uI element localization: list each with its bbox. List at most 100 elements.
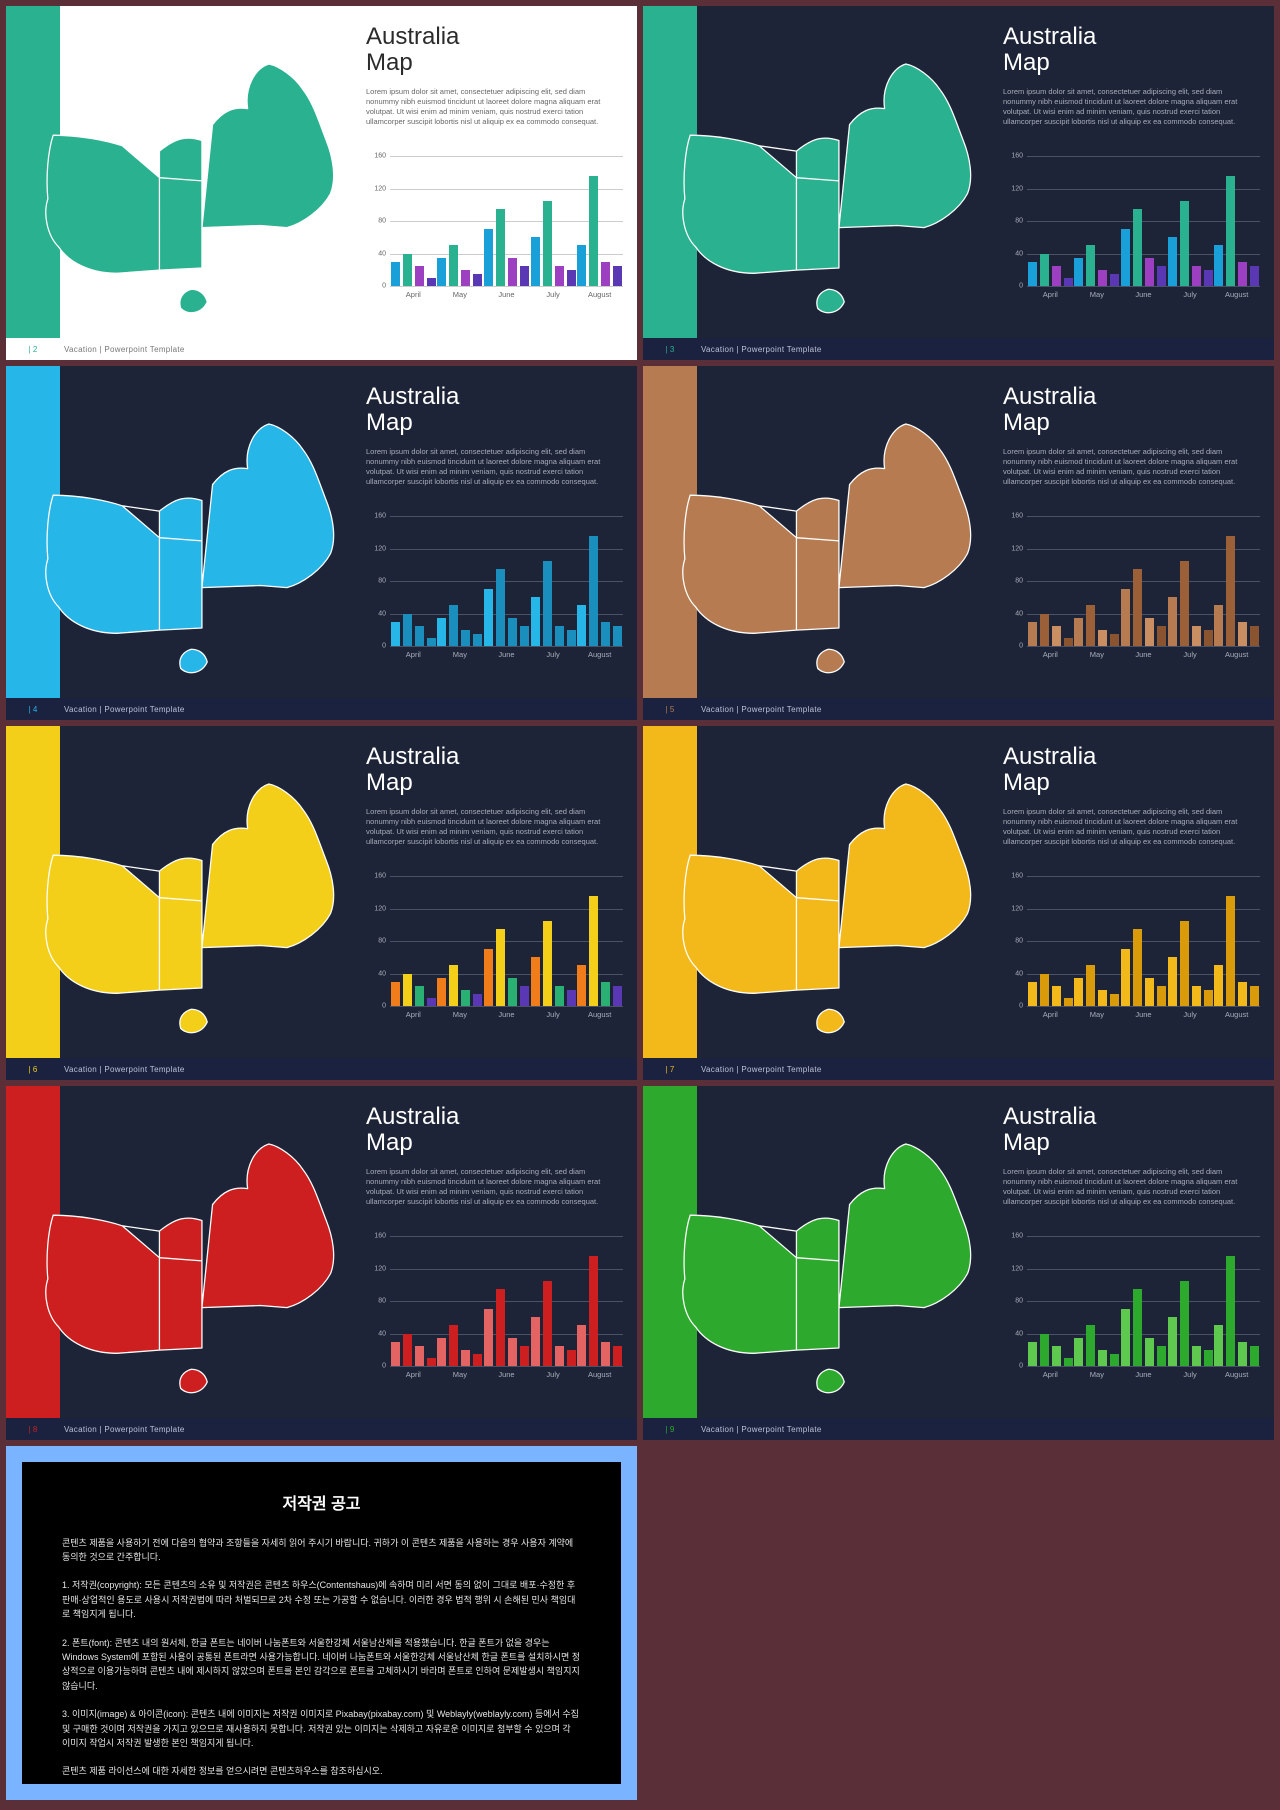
page-number: | 3	[643, 345, 697, 354]
bar-chart: 16012080400 AprilMayJuneJulyAugust	[1003, 516, 1260, 676]
bar	[1110, 634, 1119, 646]
bar	[1226, 896, 1235, 1006]
bar	[1250, 1346, 1259, 1366]
x-axis-label: July	[1167, 1010, 1214, 1019]
slide: AustraliaMap Lorem ipsum dolor sit amet,…	[6, 1086, 637, 1440]
month-group	[1074, 156, 1121, 286]
bar	[531, 237, 540, 286]
bar-chart: 16012080400 AprilMayJuneJulyAugust	[1003, 156, 1260, 316]
x-axis-label: May	[437, 650, 484, 659]
bar	[1098, 630, 1107, 646]
bar	[427, 278, 436, 286]
x-axis-label: May	[1074, 1370, 1121, 1379]
bar	[391, 982, 400, 1006]
bar	[613, 986, 622, 1006]
slide-footer: | 6 Vacation | Powerpoint Template	[6, 1058, 637, 1080]
bar	[1098, 990, 1107, 1006]
bar	[1052, 266, 1061, 286]
x-axis-label: April	[1027, 1370, 1074, 1379]
slide-title: AustraliaMap	[366, 1104, 625, 1157]
x-axis-label: June	[483, 290, 530, 299]
australia-map	[643, 726, 1003, 1080]
bar	[1180, 1281, 1189, 1366]
bar	[1204, 630, 1213, 646]
bar	[1052, 1346, 1061, 1366]
slide-footer: | 3 Vacation | Powerpoint Template	[643, 338, 1274, 360]
australia-map	[6, 366, 366, 720]
bar	[1226, 536, 1235, 646]
x-axis-label: July	[530, 1370, 577, 1379]
slide-body: Lorem ipsum dolor sit amet, consectetuer…	[1003, 87, 1253, 128]
slide-body: Lorem ipsum dolor sit amet, consectetuer…	[366, 1167, 616, 1208]
x-axis-label: July	[1167, 290, 1214, 299]
month-group	[576, 516, 623, 646]
slide-title: AustraliaMap	[366, 384, 625, 437]
month-group	[390, 1236, 437, 1366]
month-group	[390, 156, 437, 286]
bar	[589, 896, 598, 1006]
bar	[473, 1354, 482, 1366]
bar	[567, 630, 576, 646]
bar	[1238, 622, 1247, 646]
bar	[484, 589, 493, 646]
slide-title: AustraliaMap	[1003, 744, 1262, 797]
x-axis-label: April	[1027, 290, 1074, 299]
bar	[415, 626, 424, 646]
bar	[601, 262, 610, 286]
bar	[1238, 262, 1247, 286]
month-group	[1120, 876, 1167, 1006]
bar	[1214, 245, 1223, 286]
bar	[508, 978, 517, 1006]
bar	[555, 626, 564, 646]
page-number: | 5	[643, 705, 697, 714]
bar	[1121, 1309, 1130, 1366]
month-group	[530, 876, 577, 1006]
bar	[520, 1346, 529, 1366]
footer-text: Vacation | Powerpoint Template	[697, 1065, 822, 1074]
month-group	[530, 1236, 577, 1366]
bar	[496, 1289, 505, 1366]
bar	[1086, 965, 1095, 1006]
bar	[1064, 638, 1073, 646]
bar	[1204, 1350, 1213, 1366]
x-axis-label: July	[1167, 1370, 1214, 1379]
bar	[1028, 1342, 1037, 1366]
month-group	[1027, 876, 1074, 1006]
bar	[1052, 626, 1061, 646]
bar	[1204, 270, 1213, 286]
x-axis-label: June	[483, 1010, 530, 1019]
bar	[496, 209, 505, 286]
bar	[613, 626, 622, 646]
month-group	[437, 516, 484, 646]
bar	[473, 634, 482, 646]
bar	[1121, 589, 1130, 646]
bar	[496, 569, 505, 646]
month-group	[1167, 876, 1214, 1006]
x-axis-label: June	[1120, 1010, 1167, 1019]
bar	[1040, 1334, 1049, 1367]
bar	[1028, 262, 1037, 286]
month-group	[483, 516, 530, 646]
bar	[543, 921, 552, 1006]
bar	[531, 957, 540, 1006]
bar	[508, 258, 517, 286]
slide-title: AustraliaMap	[1003, 384, 1262, 437]
month-group	[1027, 156, 1074, 286]
copyright-paragraph: 1. 저작권(copyright): 모든 콘텐츠의 소유 및 저작권은 콘텐츠…	[62, 1578, 581, 1621]
bar	[1110, 1354, 1119, 1366]
bar	[449, 965, 458, 1006]
bar	[403, 974, 412, 1007]
month-group	[483, 1236, 530, 1366]
month-group	[483, 156, 530, 286]
x-axis-label: April	[1027, 650, 1074, 659]
bar	[1040, 254, 1049, 287]
slide: AustraliaMap Lorem ipsum dolor sit amet,…	[6, 6, 637, 360]
x-axis-label: April	[390, 1010, 437, 1019]
bar	[437, 618, 446, 646]
bar	[555, 266, 564, 286]
month-group	[1167, 1236, 1214, 1366]
bar	[1226, 1256, 1235, 1366]
slide: AustraliaMap Lorem ipsum dolor sit amet,…	[6, 366, 637, 720]
bar	[461, 630, 470, 646]
footer-text: Vacation | Powerpoint Template	[697, 345, 822, 354]
